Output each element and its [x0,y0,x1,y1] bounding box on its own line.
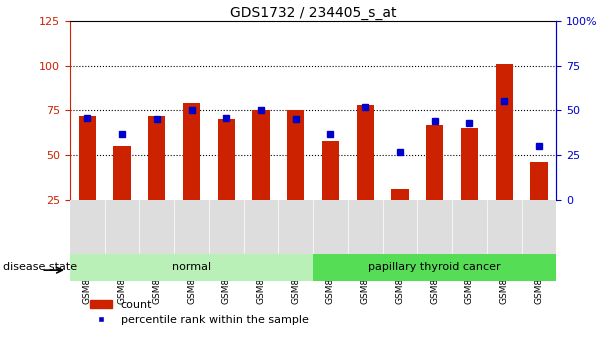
Bar [70,254,313,281]
Bar [183,103,200,200]
Bar [530,162,548,200]
Text: papillary thyroid cancer: papillary thyroid cancer [368,263,501,272]
Bar [496,64,513,200]
Bar [148,116,165,200]
Title: GDS1732 / 234405_s_at: GDS1732 / 234405_s_at [230,6,396,20]
Text: normal: normal [172,263,211,272]
Bar [252,110,270,200]
Bar [461,128,478,200]
Bar [78,116,96,200]
Bar [113,146,131,200]
Bar [287,110,305,200]
Bar [426,125,443,200]
Bar [313,254,556,281]
Bar [356,105,374,200]
Bar [392,189,409,200]
Text: disease state: disease state [3,263,77,272]
Legend: count, percentile rank within the sample: count, percentile rank within the sample [85,295,313,330]
Bar [322,141,339,200]
Bar [218,119,235,200]
